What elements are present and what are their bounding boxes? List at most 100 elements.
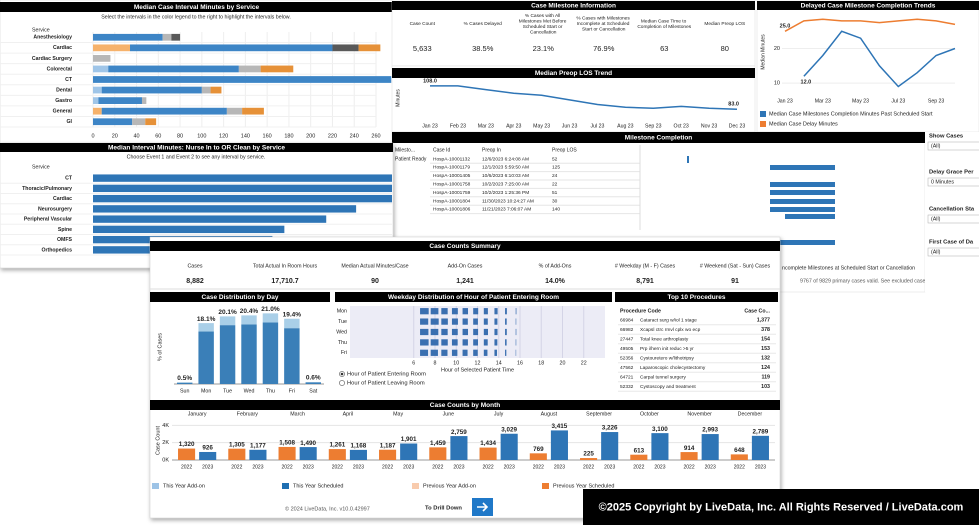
legend-swatch <box>760 121 766 127</box>
x-tick-label: 160 <box>263 133 272 139</box>
x-tick-label: Sep 23 <box>928 98 945 104</box>
x-tick-label: Jan 23 <box>422 123 438 129</box>
legend-label: This Year Scheduled <box>293 483 343 489</box>
y-axis-label: Case Count <box>155 426 161 456</box>
column-header: Case Id <box>433 147 450 153</box>
data-label: 83.0 <box>728 102 739 108</box>
title-bar <box>615 292 778 302</box>
column-header: Case Co... <box>744 308 770 314</box>
table-cell: 27447 <box>620 336 634 342</box>
y-tick-label: Neurosurgery <box>38 206 72 212</box>
cell-bar <box>420 308 429 315</box>
filter-dropdown[interactable] <box>927 177 979 187</box>
data-label: 19.4% <box>283 311 302 318</box>
title-bar <box>150 292 330 302</box>
x-tick-label: Apr 23 <box>506 123 521 129</box>
title-bar <box>335 292 612 302</box>
filter-dropdown[interactable] <box>927 141 979 151</box>
x-tick-label: Mar 23 <box>478 123 494 129</box>
x-tick-label: July <box>494 411 504 417</box>
cell-bar <box>451 349 458 356</box>
bar-segment <box>93 97 99 104</box>
row-label: Fri <box>341 350 347 356</box>
data-label: 2,789 <box>753 429 769 436</box>
bar <box>580 458 598 460</box>
column-header: % of Add-Ons <box>539 263 572 269</box>
column-header: Median Actual Minutes/Case <box>341 263 408 269</box>
y-tick-label: 20 <box>774 46 780 52</box>
cell-bar <box>462 308 469 315</box>
drill-arrow <box>477 502 489 512</box>
filter-dropdown[interactable] <box>927 214 979 224</box>
cell-bar <box>494 318 498 325</box>
table-cell: HospA-10001132 <box>433 156 470 162</box>
cell-bar <box>494 339 498 346</box>
data-label: 1,168 <box>351 443 367 450</box>
y-tick-label: Cardiac <box>53 45 72 51</box>
x-tick-label: May 23 <box>852 98 869 104</box>
cell-bar <box>473 328 479 336</box>
column-header: Preop In <box>482 147 501 153</box>
x-tick-label: 12 <box>475 360 481 366</box>
table-cell: HospA-10001405 <box>433 173 471 179</box>
bar-segment <box>93 107 102 115</box>
bar <box>500 433 518 460</box>
cell-bar <box>515 318 517 325</box>
x-tick-label: Mar 23 <box>815 98 831 104</box>
bar-segment <box>93 65 109 73</box>
filter-dropdown[interactable] <box>927 247 979 257</box>
data-label: 2,759 <box>451 429 467 436</box>
kpi-value: 1,241 <box>456 278 474 285</box>
x-tick-label: 6 <box>412 360 415 366</box>
column-header: Procedure Code <box>620 308 661 314</box>
column-header: Cases <box>187 263 202 269</box>
radio-button[interactable] <box>339 380 345 386</box>
radio-dot <box>340 372 344 376</box>
filter-label: Milesto... <box>395 147 415 153</box>
table-cell: 11/21/2023 7:06:07 AM <box>482 207 531 213</box>
table-cell: 153 <box>761 346 770 352</box>
bar-segment <box>108 65 239 73</box>
x-tick-label: 220 <box>328 133 337 139</box>
x-tick-label: Tue <box>223 388 232 394</box>
y-tick-label: General <box>53 109 73 115</box>
series-label: 2023 <box>403 464 414 470</box>
x-tick-label: Fri <box>289 388 295 394</box>
series-label: 2022 <box>231 464 242 470</box>
x-tick-label: Sat <box>309 388 317 394</box>
panel-title: Case Distribution by Day <box>202 294 279 301</box>
bar-segment <box>101 86 202 94</box>
bar-segment <box>241 324 257 384</box>
bar <box>651 433 669 460</box>
timeline-bar <box>785 214 835 219</box>
x-tick-label: 20 <box>560 360 566 366</box>
bar <box>529 453 547 460</box>
filter-value: (All) <box>931 249 941 255</box>
row-label: Wed <box>336 329 347 335</box>
cell-bar <box>420 318 429 325</box>
data-label: 1,434 <box>480 440 496 447</box>
radio-label: Hour of Patient Entering Room <box>347 372 426 378</box>
cell-bar <box>473 339 478 346</box>
kpi-value: 91 <box>731 278 739 285</box>
panel-title: Milestone Completion <box>625 135 693 142</box>
table-cell: 49505 <box>620 346 634 352</box>
kpi-value: 5,633 <box>413 44 432 53</box>
title-bar <box>0 143 393 152</box>
cell-bar <box>515 339 517 346</box>
x-tick-label: 0 <box>91 133 94 139</box>
cell-bar <box>483 318 488 325</box>
panel <box>0 0 394 147</box>
legend-swatch <box>282 483 289 489</box>
table-cell: 51 <box>552 190 558 196</box>
cell-bar <box>515 328 517 336</box>
table-cell: Cystoscopy and treatment <box>640 384 696 390</box>
column-header: Median Case Time to Completion of Milest… <box>637 19 691 31</box>
filter-label: Delay Grace Per <box>929 170 974 176</box>
radio-label: Hour of Patient Leaving Room <box>347 381 425 387</box>
timeline-bar <box>770 165 835 170</box>
x-tick-label: 200 <box>306 133 315 139</box>
y-axis-label: Minutes <box>395 89 401 107</box>
data-label: 225 <box>583 451 594 458</box>
